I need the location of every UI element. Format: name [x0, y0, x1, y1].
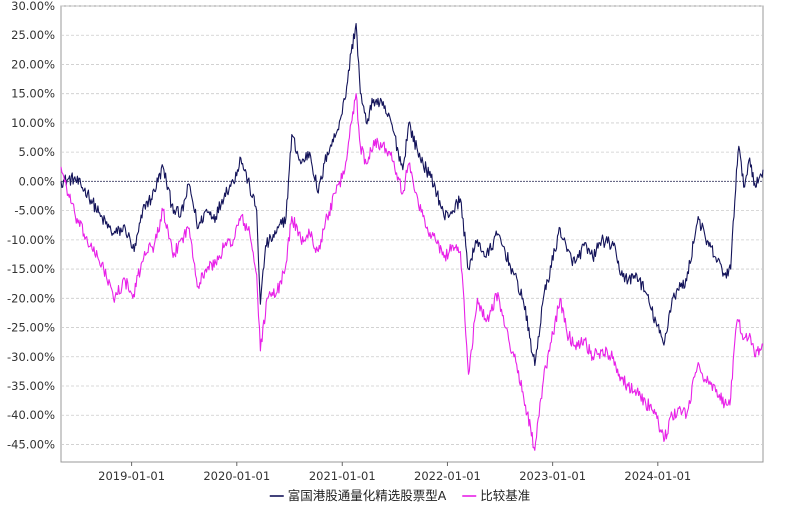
x-tick-label: 2021-01-01: [309, 469, 376, 483]
y-tick-label: 10.00%: [11, 116, 55, 130]
x-tick-label: 2019-01-01: [98, 469, 165, 483]
y-tick-label: -25.00%: [7, 321, 55, 335]
legend-label-1: 富国港股通量化精选股票型A: [288, 488, 447, 503]
gridlines: [61, 5, 763, 445]
x-axis-ticks: 2019-01-01 2020-01-01 2021-01-01 2022-01-01…: [98, 462, 691, 483]
x-tick-label: 2023-01-01: [519, 469, 586, 483]
y-tick-label: 30.00%: [11, 0, 55, 13]
plot-area: [60, 5, 764, 463]
series-lines: [60, 22, 764, 451]
y-tick-label: -20.00%: [7, 291, 55, 305]
x-tick-label: 2024-01-01: [624, 469, 691, 483]
y-tick-label: 25.00%: [11, 28, 55, 42]
y-tick-label: 5.00%: [18, 145, 55, 159]
legend: 富国港股通量化精选股票型A 比较基准: [269, 488, 530, 503]
y-tick-label: -10.00%: [7, 233, 55, 247]
y-tick-label: -15.00%: [7, 262, 55, 276]
y-tick-label: -35.00%: [7, 379, 55, 393]
y-tick-label: 0.00%: [18, 174, 55, 188]
y-tick-label: 15.00%: [11, 87, 55, 101]
series-line-1: [60, 22, 764, 367]
x-tick-label: 2022-01-01: [414, 469, 481, 483]
y-tick-label: -40.00%: [7, 408, 55, 422]
y-tick-label: -5.00%: [14, 204, 55, 218]
x-tick-label: 2020-01-01: [203, 469, 270, 483]
y-tick-label: 20.00%: [11, 57, 55, 71]
y-tick-label: -30.00%: [7, 350, 55, 364]
series-line-2: [60, 93, 764, 451]
y-axis-ticks: 30.00% 25.00% 20.00% 15.00% 10.00% 5.00% 0.00%…: [7, 0, 55, 451]
legend-label-2: 比较基准: [480, 488, 530, 503]
y-tick-label: -45.00%: [7, 437, 55, 451]
